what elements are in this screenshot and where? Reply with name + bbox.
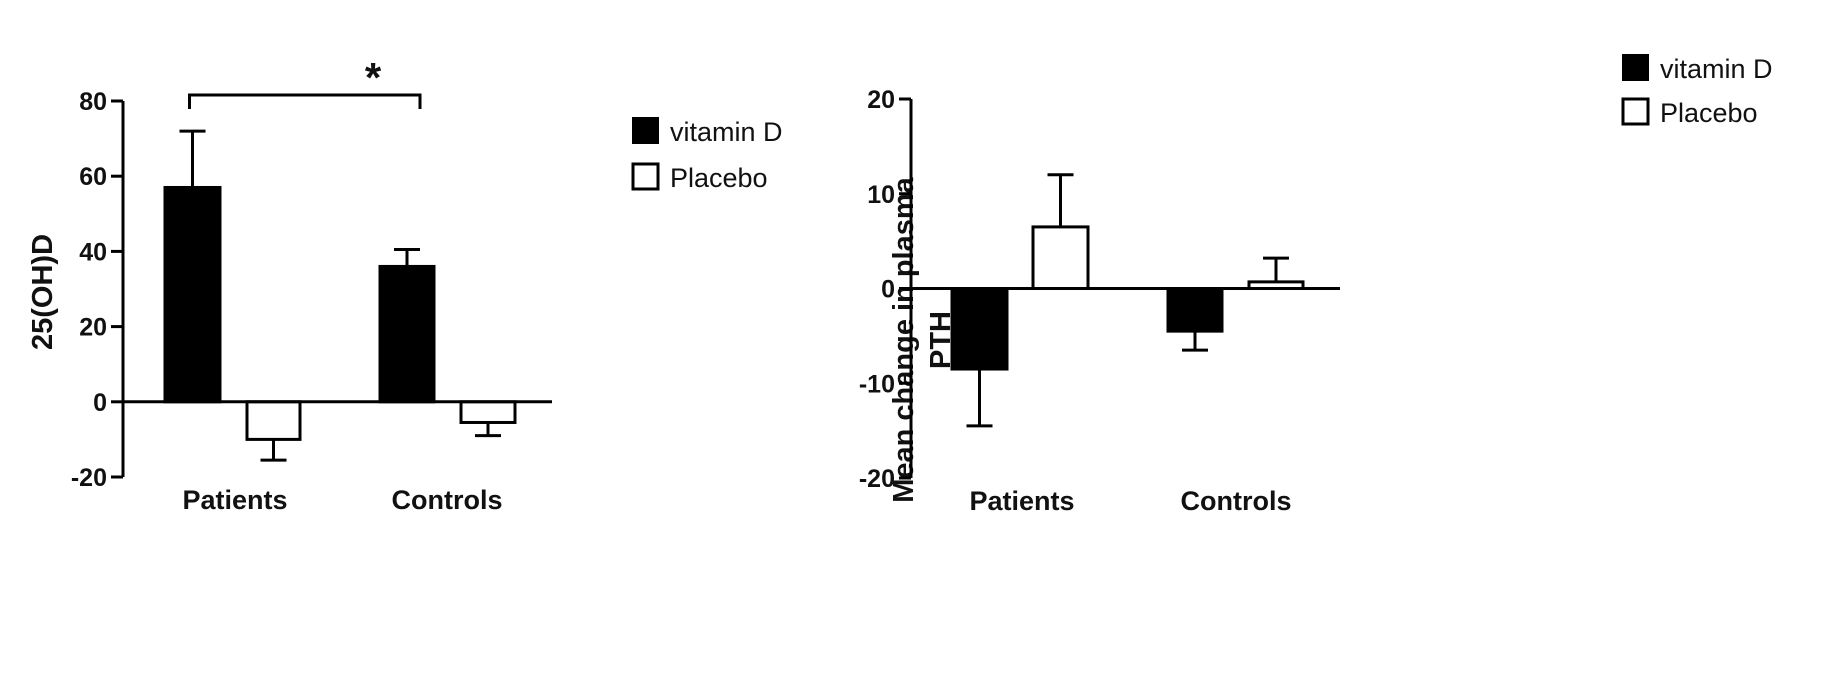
- legend-label-vitamin-d: vitamin D: [670, 117, 783, 147]
- y-tick-label: 80: [79, 88, 107, 116]
- x-category-label-controls: Controls: [1181, 486, 1292, 516]
- y-tick-label: -20: [859, 465, 895, 493]
- bar-vitamin-d-patients: [163, 185, 222, 404]
- legend-label-placebo: Placebo: [1660, 98, 1758, 128]
- chart-panel-25ohd: 25(OH)D vitamin D Placebo * -20 0 20 40 60 80…: [27, 54, 783, 515]
- y-axis-label-line-1: Mean change in plasma: [888, 176, 920, 502]
- legend-swatch-vitamin-d: [1622, 54, 1649, 81]
- legend: vitamin D Placebo: [1621, 54, 1773, 128]
- bar-placebo-patients: [245, 400, 302, 441]
- y-tick-label: 0: [881, 276, 895, 304]
- bar-placebo-controls: [459, 400, 517, 424]
- legend: vitamin D Placebo: [631, 117, 783, 193]
- y-tick-label: 10: [867, 181, 895, 209]
- bar-placebo-patients: [1031, 225, 1090, 291]
- legend-swatch-placebo: [631, 162, 660, 191]
- legend-swatch-vitamin-d: [632, 117, 659, 144]
- y-tick-label: 40: [79, 238, 107, 266]
- y-tick-label: -10: [859, 370, 895, 398]
- x-category-label-patients: Patients: [969, 486, 1074, 516]
- chart-panel-pth: Mean change in plasma PTH vitamin D Plac…: [859, 54, 1773, 516]
- y-tick-label: 60: [79, 163, 107, 191]
- y-tick-label: 20: [79, 314, 107, 342]
- y-tick-label: 0: [93, 389, 107, 417]
- legend-label-vitamin-d: vitamin D: [1660, 54, 1773, 84]
- bar-vitamin-d-controls: [378, 264, 436, 404]
- y-axis-label: 25(OH)D: [27, 234, 59, 350]
- legend-swatch-placebo: [1621, 97, 1650, 126]
- x-category-label-controls: Controls: [392, 485, 503, 515]
- legend-label-placebo: Placebo: [670, 163, 768, 193]
- bar-vitamin-d-controls: [1166, 287, 1224, 333]
- x-category-label-patients: Patients: [182, 485, 287, 515]
- significance-star: *: [365, 54, 382, 101]
- y-tick-label: 20: [867, 86, 895, 114]
- y-tick-label: -20: [71, 464, 107, 492]
- bar-vitamin-d-patients: [950, 287, 1009, 371]
- significance-bracket: [188, 93, 422, 109]
